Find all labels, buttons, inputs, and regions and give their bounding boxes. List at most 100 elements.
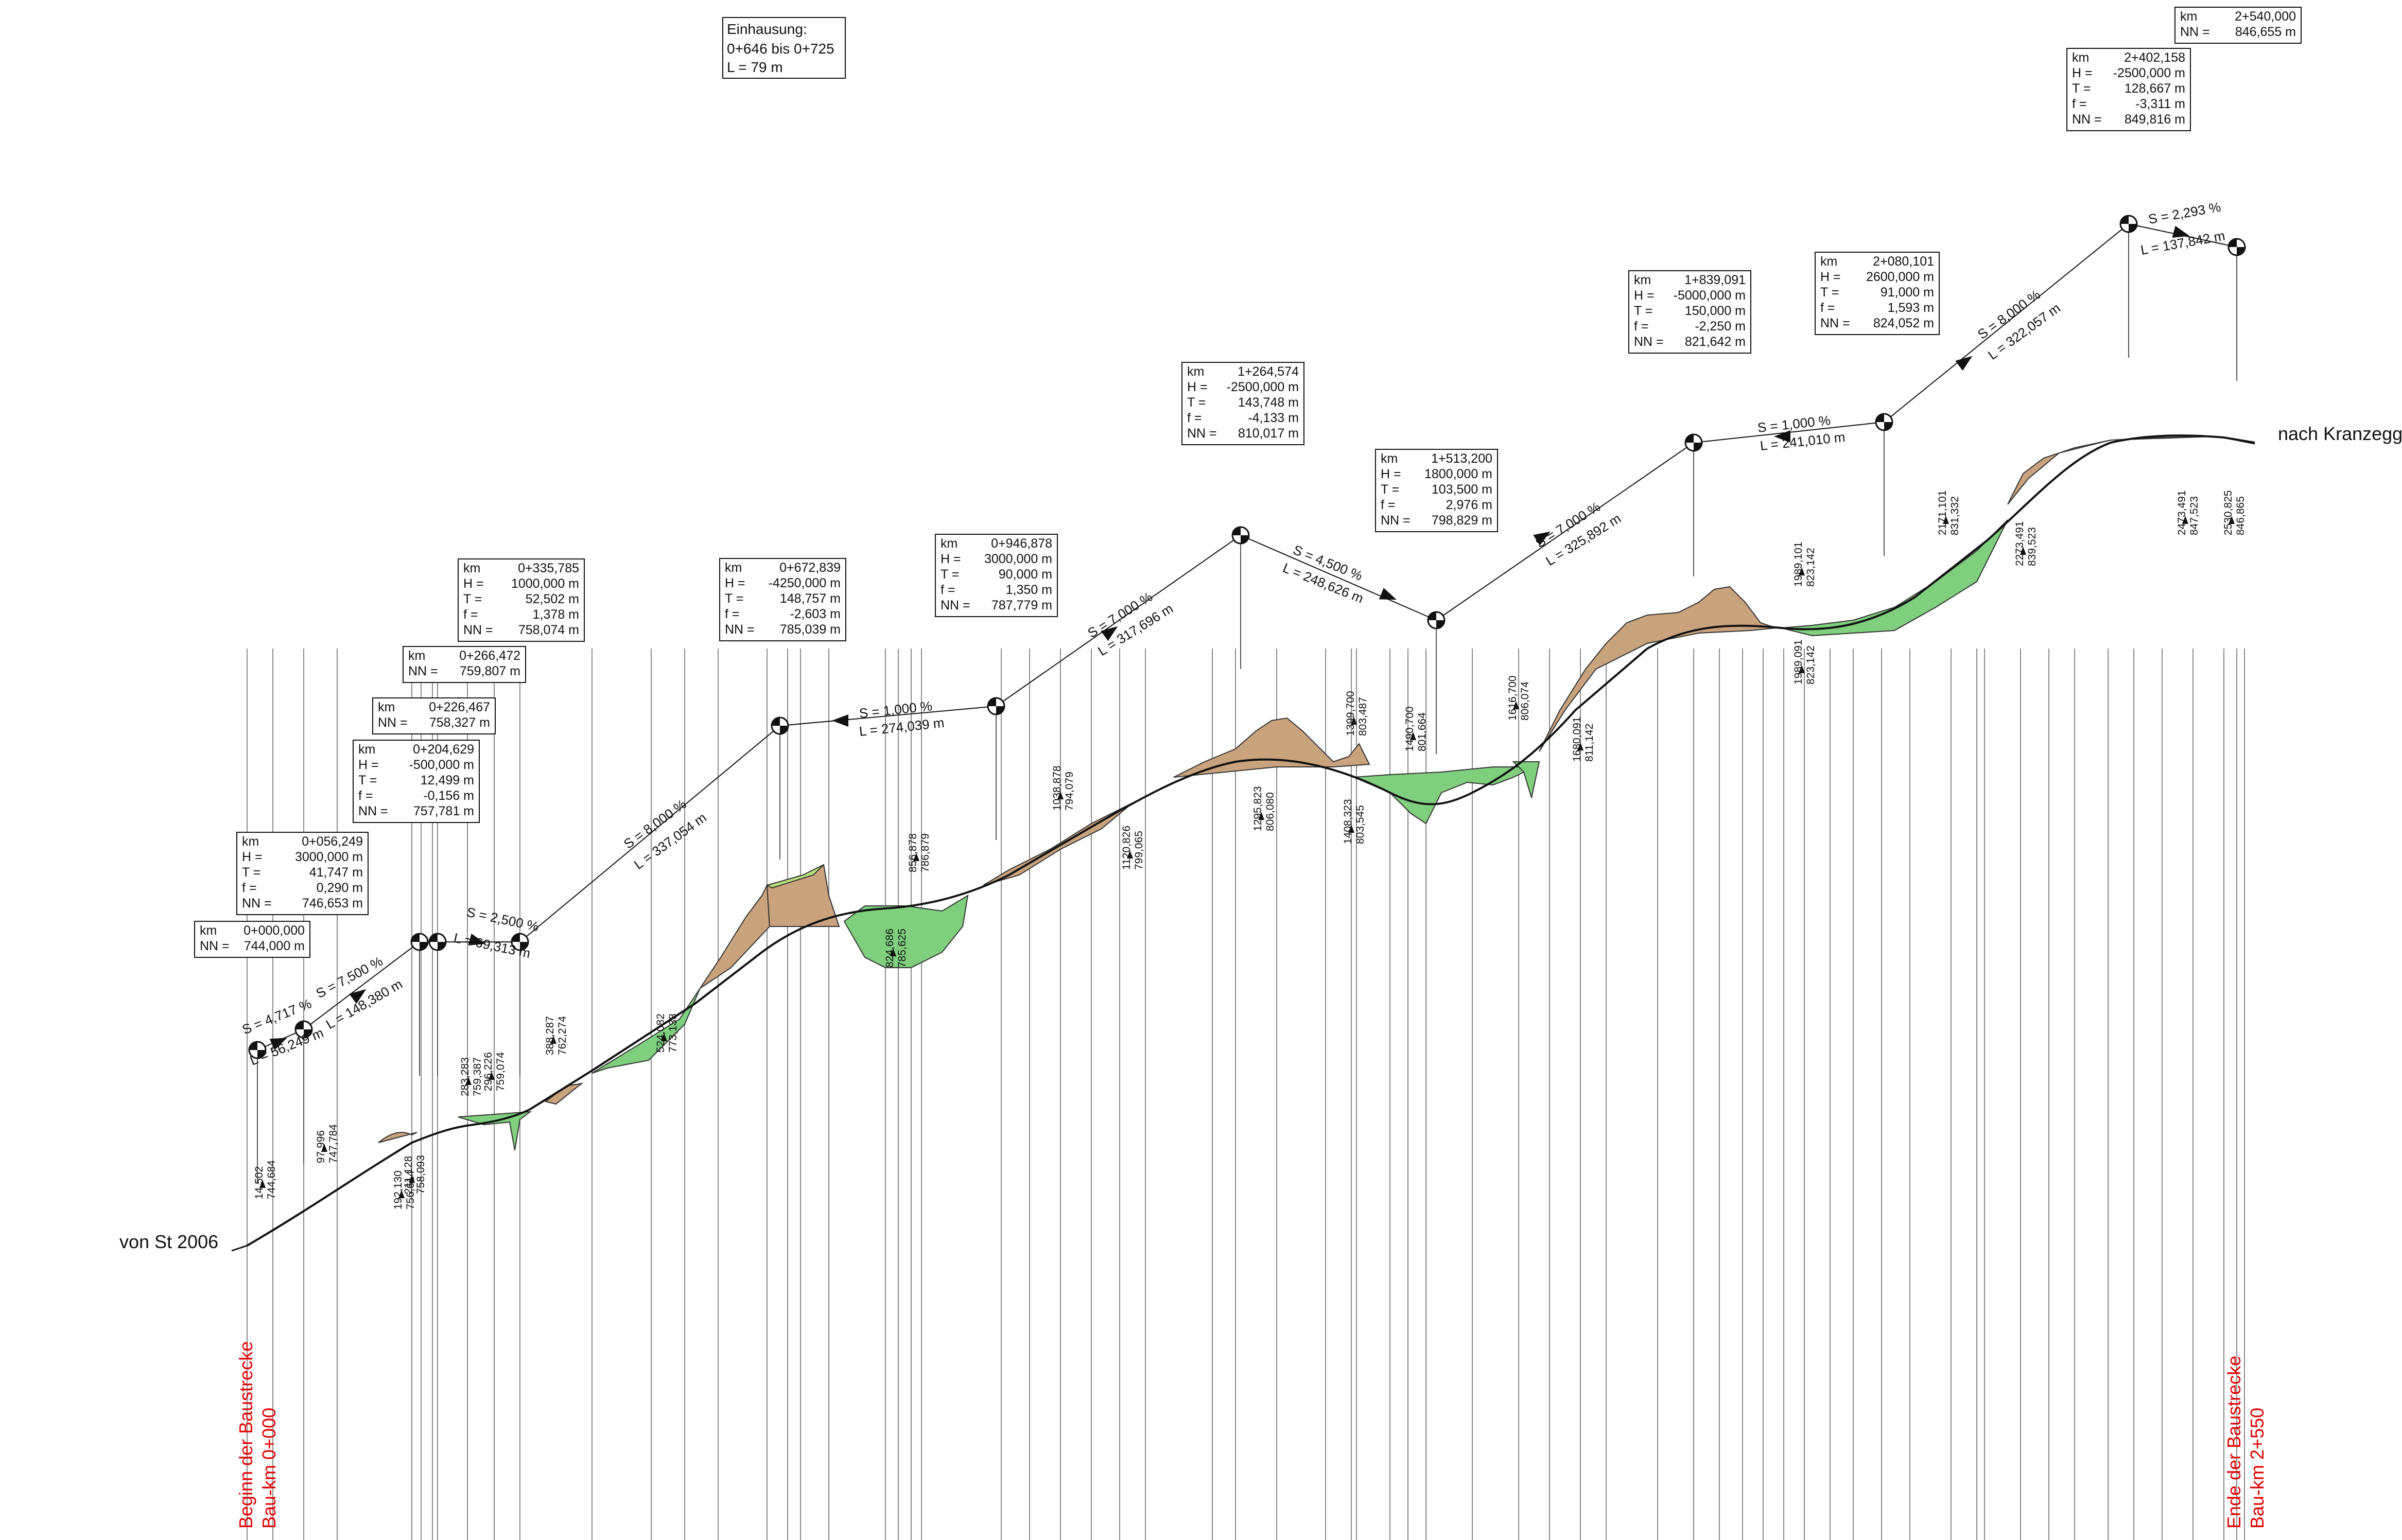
box-value: -2500,000 m (2113, 66, 2185, 80)
point-elevation: 759,387 (472, 1057, 483, 1096)
point-station: 1490,700 (1404, 706, 1416, 751)
point-marker (2020, 547, 2026, 555)
point-label: 824,686 785,625 (884, 929, 908, 968)
box-key: T = (2072, 81, 2091, 96)
box-key: km (2180, 9, 2197, 24)
point-station: 1038,878 (1051, 765, 1063, 811)
point-marker (1577, 742, 1583, 750)
box-value: 3000,000 m (984, 552, 1052, 566)
point-label: 1490,700 801,664 (1404, 706, 1428, 751)
box-value: 0+266,472 (459, 649, 520, 663)
box-key: km (1381, 451, 1398, 466)
box-key: T = (242, 865, 260, 880)
box-key: NN = (1187, 426, 1217, 441)
point-station: 192,130 (392, 1170, 404, 1210)
box-key: T = (1634, 304, 1652, 318)
box-key: T = (1820, 285, 1839, 300)
box-key: km (725, 561, 742, 575)
point-label: 388,287 762,274 (544, 1016, 568, 1055)
point-station: 296,226 (482, 1052, 494, 1091)
point-station: 2273,491 (2014, 521, 2026, 566)
point-marker (1351, 716, 1357, 725)
box-value: 785,039 m (780, 622, 841, 637)
fill-area (458, 1111, 532, 1151)
point-station: 1989,091 (1792, 639, 1804, 685)
box-key: H = (725, 576, 745, 590)
box-value: 758,327 m (429, 715, 490, 730)
enclosure-line: L = 79 m (727, 59, 783, 75)
point-marker (2182, 516, 2188, 524)
point-elevation: 806,080 (1264, 792, 1276, 831)
box-key: f = (1634, 319, 1649, 334)
box-value: 1,593 m (1888, 301, 1934, 315)
box-key: km (408, 649, 425, 663)
box-key: f = (1381, 498, 1396, 512)
point-label: 1295,823 806,080 (1252, 786, 1276, 831)
pvi-info-box: km 2+080,101 H = 2600,000 m T = 91,000 m f = 1,… (1815, 252, 1940, 335)
box-key: NN = (2180, 25, 2210, 39)
box-value: 1800,000 m (1424, 467, 1492, 481)
point-elevation: 794,079 (1064, 772, 1075, 811)
box-key: km (941, 536, 958, 551)
box-key: H = (358, 758, 379, 772)
point-station: 1616,700 (1507, 675, 1519, 721)
box-key: km (1820, 254, 1837, 269)
box-value: 0+226,467 (429, 700, 490, 714)
box-value: 1,378 m (533, 607, 579, 622)
start-line2: Bau-km 0+000 (258, 1408, 280, 1529)
fill-area (1512, 761, 1540, 798)
pvi-info-box: km 2+540,000 NN = 846,655 m (2174, 7, 2302, 44)
box-key: H = (1381, 467, 1401, 481)
box-value: 0+000,000 (243, 923, 305, 938)
grade-arrow (1533, 531, 1551, 546)
point-elevation: 759,074 (495, 1052, 507, 1091)
point-elevation: 831,332 (1949, 496, 1961, 535)
grade-arrow (1101, 626, 1118, 641)
pvi-info-box: km 0+946,878 H = 3000,000 m T = 90,000 m f = 1,… (935, 534, 1058, 617)
box-key: km (2072, 50, 2089, 65)
enclosure-line: Einhausung: (727, 21, 807, 37)
pvi-info-box: km 0+266,472 NN = 759,807 m (403, 646, 526, 683)
point-marker (465, 1077, 472, 1085)
pvi-symbols (248, 215, 2246, 1059)
box-key: H = (1187, 380, 1208, 394)
pvi-info-box: km 0+226,467 NN = 758,327 m (372, 697, 496, 734)
grade-slope: S = 2,500 % (465, 904, 541, 935)
left-road-label: von St 2006 (119, 1231, 218, 1252)
box-value: 41,747 m (309, 865, 363, 880)
box-key: f = (941, 583, 955, 597)
box-value: -0,156 m (423, 789, 474, 803)
point-label: 2171,101 831,332 (1937, 490, 1961, 535)
box-value: 2+540,000 (2235, 9, 2296, 24)
box-value: 0+672,839 (779, 561, 841, 575)
box-key: km (242, 834, 259, 849)
point-label: 211,128 758,093 (403, 1155, 427, 1194)
box-value: 824,052 m (1873, 316, 1934, 330)
box-key: NN = (242, 896, 272, 911)
fill-area (1353, 766, 1535, 825)
box-key: NN = (2072, 112, 2102, 127)
cut-area (544, 1082, 584, 1105)
point-elevation: 785,625 (896, 929, 908, 968)
box-key: T = (463, 592, 482, 606)
box-key: NN = (1820, 316, 1850, 330)
box-value: 1,350 m (1006, 583, 1052, 597)
point-elevation: 773,138 (667, 1013, 679, 1053)
point-elevation: 762,274 (556, 1016, 568, 1055)
box-value: -4,133 m (1248, 411, 1299, 425)
point-marker (1513, 701, 1519, 709)
grade-slope: S = 2,293 % (2147, 199, 2222, 227)
box-key: f = (358, 789, 373, 803)
point-label: 2273,491 839,523 (2014, 521, 2038, 566)
design-grade-line (246, 434, 2255, 1247)
pvi-symbol (410, 933, 429, 951)
point-elevation: 847,523 (2188, 496, 2200, 535)
box-key: NN = (463, 623, 493, 637)
box-value: 90,000 m (999, 567, 1052, 582)
box-key: NN = (1634, 335, 1664, 349)
right-road-label: nach Kranzegg (2278, 423, 2402, 444)
pvi-symbol (1427, 611, 1446, 629)
point-marker (398, 1190, 405, 1198)
point-station: 1295,823 (1252, 786, 1264, 831)
